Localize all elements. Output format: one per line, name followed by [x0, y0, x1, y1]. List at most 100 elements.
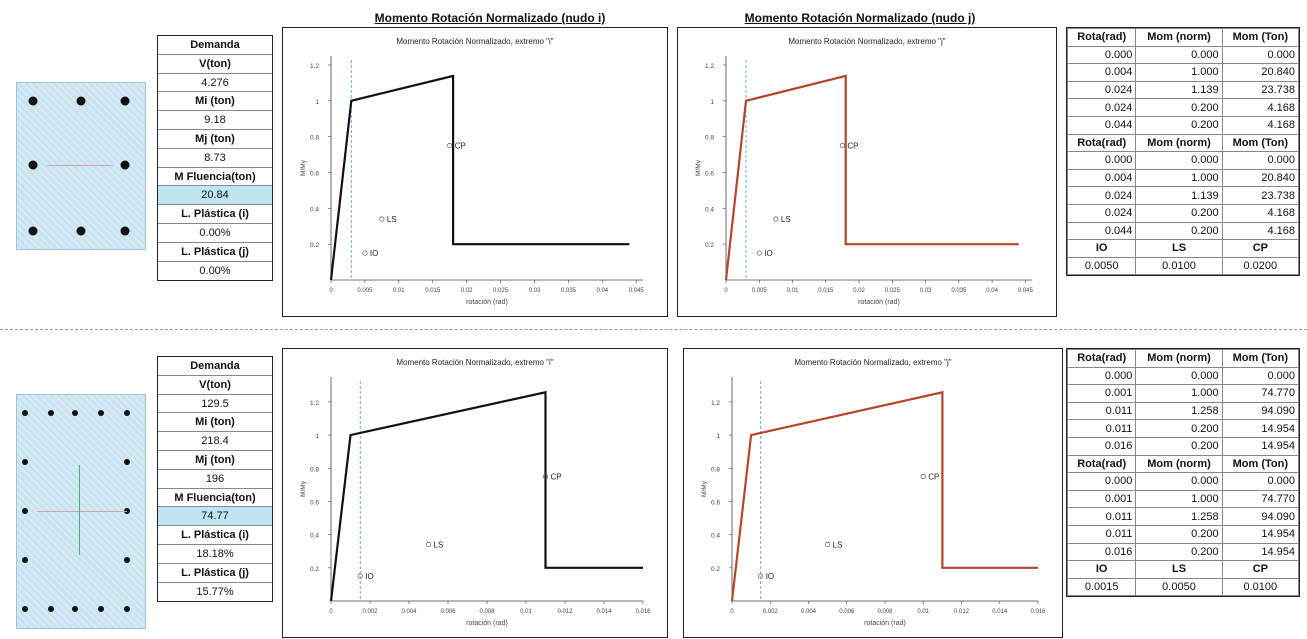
y-tick-label: 1	[315, 99, 319, 106]
x-tick-label: 0.008	[877, 609, 893, 615]
table-cell: 20.840	[1221, 63, 1300, 82]
demanda-label: V(ton)	[158, 376, 272, 395]
performance-point	[425, 542, 432, 548]
x-tick-label: 0	[724, 288, 728, 294]
y-tick-label: 1	[710, 99, 714, 106]
table-cell: 23.738	[1221, 186, 1300, 205]
limit-value: 0.0100	[1135, 256, 1223, 276]
demanda-value: 0.00%	[199, 264, 231, 277]
x-tick-label: 0.014	[992, 609, 1008, 615]
performance-label: LS	[387, 215, 397, 224]
table-cell: 0.024	[1066, 98, 1137, 117]
demanda-value: 4.276	[158, 74, 272, 93]
performance-point	[357, 573, 363, 579]
y-tick-label: 0.2	[711, 566, 720, 573]
column-header: Mom (Ton)	[1221, 133, 1300, 153]
x-tick-label: 0.025	[885, 288, 901, 294]
y-axis-label: M/My	[300, 480, 307, 497]
table-row: 0.000 0.000 0.000	[1066, 45, 1300, 65]
rebar-dot	[98, 606, 104, 612]
column-header: Mom (norm)	[1135, 133, 1223, 153]
limit-value: 0.0050	[1135, 577, 1223, 597]
rebar-dot	[22, 557, 28, 563]
table-cell: 4.168	[1221, 203, 1300, 223]
y-tick-label: 0.6	[711, 499, 720, 506]
performance-point	[758, 573, 764, 579]
y-tick-label: 1.2	[310, 63, 319, 70]
x-tick-label: 0.002	[362, 609, 378, 615]
x-tick-label: 0	[730, 609, 734, 615]
section-axis	[47, 165, 113, 166]
demanda-label: L. Plástica (i)	[158, 205, 272, 224]
x-tick-label: 0.015	[425, 288, 441, 294]
x-axis-label: rotación (rad)	[864, 620, 906, 627]
limits-header-row: IO LS CP	[1066, 560, 1300, 579]
performance-label: CP	[551, 473, 562, 482]
table-row: 0.016 0.200 14.954	[1066, 436, 1300, 456]
table-cell: 4.168	[1221, 221, 1300, 241]
table-row: 0.004 1.000 20.840	[1066, 168, 1300, 188]
table-header-row: Rota(rad) Mom (norm) Mom (Ton)	[1066, 454, 1300, 474]
table-cell: 0.200	[1135, 203, 1223, 223]
table-cell: 14.954	[1221, 419, 1300, 438]
table-cell: 74.770	[1221, 489, 1300, 509]
demanda-label: M Fluencia(ton)	[158, 168, 272, 187]
table-cell: 0.200	[1135, 98, 1223, 117]
moment-rotation-curve	[329, 390, 643, 602]
column-header: Rota(rad)	[1066, 133, 1137, 153]
table-header-row: Rota(rad) Mom (norm) Mom (Ton)	[1066, 133, 1300, 153]
x-axis-label: rotación (rad)	[858, 299, 900, 306]
table-cell: 0.011	[1066, 419, 1137, 438]
x-tick-label: 0.008	[479, 609, 495, 615]
plot-svg: Momento Rotación Normalizado, extremo "i…	[300, 358, 651, 627]
table-cell: 0.011	[1066, 524, 1137, 544]
y-tick-label: 0.4	[310, 533, 319, 540]
table-cell: 14.954	[1221, 524, 1300, 544]
table-cell: 0.200	[1135, 115, 1223, 135]
x-tick-label: 0.02	[853, 288, 865, 294]
table-row: 0.000 0.000 0.000	[1066, 366, 1300, 386]
results-table: Rota(rad) Mom (norm) Mom (Ton) 0.000 0.000 0.…	[1066, 28, 1300, 276]
column-header: Mom (Ton)	[1221, 349, 1300, 368]
table-cell: 0.024	[1066, 80, 1137, 100]
table-cell: 1.000	[1135, 384, 1223, 403]
table-row: 0.001 1.000 74.770	[1066, 384, 1300, 403]
table-row: 0.011 1.258 94.090	[1066, 401, 1300, 421]
x-tick-label: 0.015	[818, 288, 834, 294]
limit-header: IO	[1066, 239, 1137, 258]
table-cell: 0.200	[1135, 419, 1223, 438]
demanda-value: 218.4	[158, 432, 272, 451]
demanda-label: Mj (ton)	[158, 451, 272, 470]
performance-point	[362, 250, 368, 256]
x-tick-label: 0.012	[557, 609, 573, 615]
x-tick-label: 0.006	[839, 609, 855, 615]
x-tick-label: 0.01	[917, 609, 929, 615]
rebar-dot	[28, 96, 38, 106]
x-tick-label: 0.012	[954, 609, 970, 615]
table-cell: 14.954	[1221, 436, 1300, 456]
performance-label: LS	[833, 541, 843, 550]
y-tick-label: 0.4	[711, 533, 720, 540]
column-header: Rota(rad)	[1066, 349, 1137, 368]
demanda-value: 196	[158, 470, 272, 489]
x-tick-label: 0.045	[1018, 288, 1034, 294]
moment-rotation-table: Rota(rad) Mom (norm) Mom (Ton) 0.000 0.000 0.…	[1066, 27, 1300, 277]
table-cell: 0.011	[1066, 401, 1137, 421]
rebar-dot	[22, 508, 28, 514]
table-cell: 0.024	[1066, 186, 1137, 205]
y-tick-label: 0.8	[711, 466, 720, 473]
rebar-dot	[120, 96, 130, 106]
x-tick-label: 0.04	[986, 288, 998, 294]
demanda-label: Demanda	[158, 36, 272, 55]
column-header: Rota(rad)	[1066, 454, 1137, 474]
table-cell: 1.139	[1135, 186, 1223, 205]
table-row: 0.000 0.000 0.000	[1066, 472, 1300, 491]
table-cell: 4.168	[1221, 115, 1300, 135]
rebar-dot	[28, 160, 38, 170]
plot-title: Momento Rotación Normalizado, extremo "i…	[396, 358, 553, 367]
performance-point	[542, 474, 549, 480]
table-cell: 0.016	[1066, 436, 1137, 456]
x-tick-label: 0.005	[357, 288, 373, 294]
performance-label: LS	[781, 215, 791, 224]
x-axis-label: rotación (rad)	[466, 620, 508, 627]
